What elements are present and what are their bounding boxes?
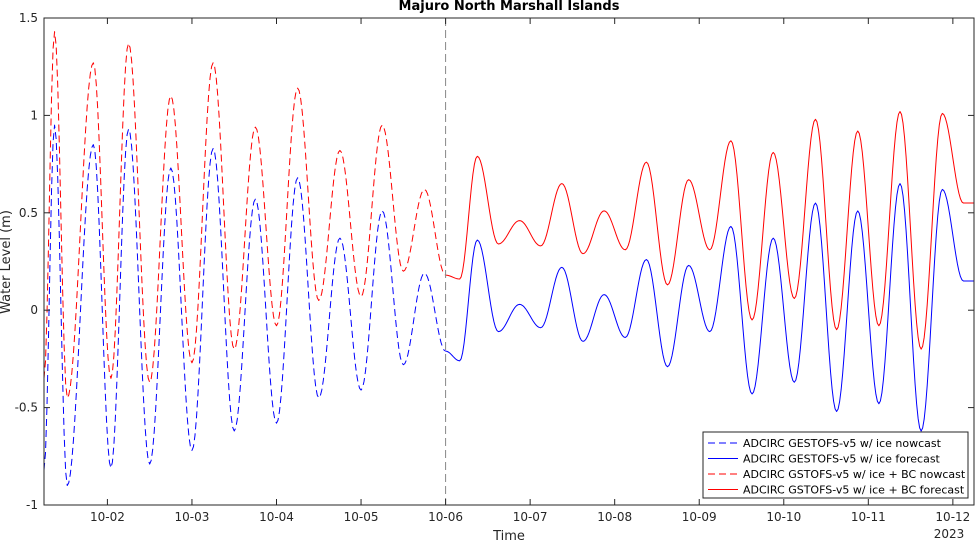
- legend-label: ADCIRC GESTOFS-v5 w/ ice nowcast: [743, 437, 942, 450]
- y-axis: -1 -0.5 0 0.5 1 1.5: [15, 11, 974, 512]
- series-line-4: [445, 111, 974, 350]
- legend: ADCIRC GESTOFS-v5 w/ ice nowcast ADCIRC G…: [702, 431, 969, 499]
- y-axis-title: Water Level (m): [0, 210, 14, 314]
- y-tick-label: -1: [26, 498, 38, 512]
- y-tick-label: -0.5: [15, 401, 38, 415]
- x-tick-label: 10-07: [513, 510, 548, 524]
- y-tick-label: 1.5: [19, 11, 38, 25]
- series-group: [43, 31, 974, 487]
- x-tick-label: 10-10: [766, 510, 801, 524]
- x-tick-label: 10-02: [90, 510, 125, 524]
- x-tick-label: 10-03: [175, 510, 210, 524]
- legend-label: ADCIRC GSTOFS-v5 w/ ice + BC nowcast: [743, 468, 966, 481]
- legend-label: ADCIRC GSTOFS-v5 w/ ice + BC forecast: [743, 484, 965, 497]
- x-axis-title: Time: [492, 529, 525, 541]
- series-line-2: [445, 183, 974, 432]
- axes-box: [43, 17, 975, 506]
- year-label: 2023: [934, 527, 965, 541]
- y-tick-label: 0: [30, 303, 38, 317]
- chart-title: Majuro North Marshall Islands: [399, 0, 620, 14]
- x-tick-label: 10-08: [597, 510, 632, 524]
- y-tick-label: 1: [30, 108, 38, 122]
- legend-box: [702, 431, 969, 499]
- series-line-1: [43, 124, 446, 487]
- x-tick-label: 10-04: [259, 510, 294, 524]
- x-tick-label: 10-06: [428, 510, 463, 524]
- x-axis: 10-02 10-03 10-04 10-05 10-06 10-07 10-08 10-09…: [90, 18, 970, 524]
- plot-background: [44, 18, 974, 505]
- series-line-3: [43, 31, 446, 399]
- y-tick-label: 0.5: [19, 206, 38, 220]
- plot-area: 10-02 10-03 10-04 10-05 10-06 10-07 10-08 10-09…: [15, 11, 975, 524]
- legend-label: ADCIRC GESTOFS-v5 w/ ice forecast: [743, 453, 941, 466]
- x-tick-label: 10-11: [851, 510, 886, 524]
- x-tick-label: 10-09: [682, 510, 717, 524]
- x-tick-label: 10-12: [935, 510, 970, 524]
- x-tick-label: 10-05: [344, 510, 379, 524]
